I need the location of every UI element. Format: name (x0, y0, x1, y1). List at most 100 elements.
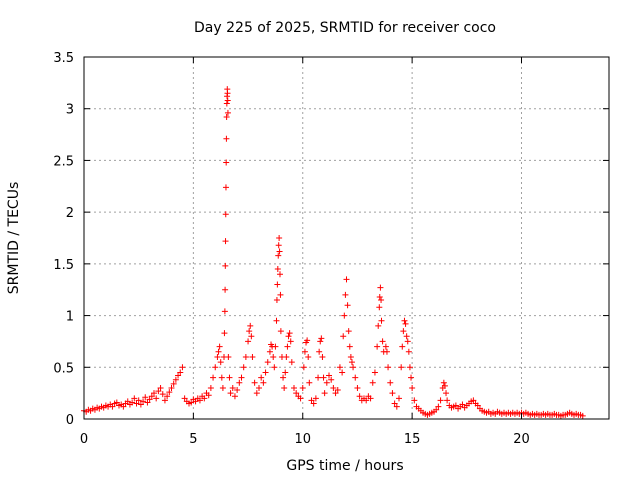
data-point (179, 364, 186, 371)
data-point (299, 384, 306, 391)
data-point (400, 328, 407, 335)
data-point (205, 392, 212, 399)
data-point (272, 343, 279, 350)
data-point (404, 338, 411, 345)
data-point (474, 402, 481, 409)
data-point (318, 335, 325, 342)
data-point (234, 387, 241, 394)
data-point (443, 390, 450, 397)
y-tick-label: 1 (66, 310, 74, 325)
data-point (226, 374, 233, 381)
data-point (275, 242, 282, 249)
data-point (344, 302, 351, 309)
data-point (249, 353, 256, 360)
data-point (277, 291, 284, 298)
data-point (319, 353, 326, 360)
x-tick-label: 10 (294, 432, 311, 447)
data-point (350, 364, 357, 371)
data-point (433, 406, 440, 413)
data-point (339, 369, 346, 376)
data-point (403, 333, 410, 340)
data-point (334, 387, 341, 394)
data-point (411, 397, 418, 404)
y-tick-label: 0.5 (53, 361, 74, 376)
data-point (222, 211, 229, 218)
data-point (247, 322, 254, 329)
data-point (175, 372, 182, 379)
data-point (579, 412, 586, 419)
data-point (288, 359, 295, 366)
data-point (399, 343, 406, 350)
data-point (315, 374, 322, 381)
data-point (440, 379, 447, 386)
data-point (301, 348, 308, 355)
data-point (217, 359, 224, 366)
data-point (441, 382, 448, 389)
data-point (352, 374, 359, 381)
data-point (405, 348, 412, 355)
data-point (332, 390, 339, 397)
data-point (385, 364, 392, 371)
data-point (215, 348, 222, 355)
data-point (131, 395, 138, 402)
x-tick-label: 20 (513, 432, 530, 447)
data-point (293, 390, 300, 397)
data-point (274, 266, 281, 273)
data-point (144, 399, 151, 406)
gridlines (84, 57, 609, 419)
data-point (222, 286, 229, 293)
data-point (140, 398, 147, 405)
data-point (273, 317, 280, 324)
data-point (300, 364, 307, 371)
data-point (258, 374, 265, 381)
data-point (393, 403, 400, 410)
data-point (219, 384, 226, 391)
data-point (216, 343, 223, 350)
data-point (275, 252, 282, 259)
x-tick-label: 0 (80, 432, 88, 447)
data-point (231, 393, 238, 400)
data-point (192, 398, 199, 405)
data-point (343, 276, 350, 283)
data-point (210, 374, 217, 381)
data-point (212, 364, 219, 371)
data-point (282, 369, 289, 376)
data-point (316, 348, 323, 355)
data-point (223, 100, 230, 107)
data-point (369, 379, 376, 386)
data-point (227, 390, 234, 397)
data-point (444, 397, 451, 404)
data-point (146, 396, 153, 403)
data-point (376, 304, 383, 311)
data-point (129, 399, 136, 406)
x-tick-label: 5 (189, 432, 197, 447)
data-point (264, 359, 271, 366)
data-point (224, 90, 231, 97)
data-point (310, 400, 317, 407)
data-point (320, 374, 327, 381)
data-point (317, 338, 324, 345)
data-point (437, 397, 444, 404)
data-point (225, 353, 232, 360)
data-point (120, 403, 127, 410)
data-point (161, 397, 168, 404)
data-point (148, 393, 155, 400)
data-point (336, 364, 343, 371)
data-point (256, 384, 262, 391)
data-point (297, 395, 304, 402)
x-tick-label: 15 (404, 432, 421, 447)
data-point (383, 348, 390, 355)
data-point (342, 291, 349, 298)
data-point (222, 238, 229, 245)
data-point (326, 372, 332, 379)
chart-title: Day 225 of 2025, SRMTID for receiver coc… (194, 20, 496, 36)
data-point (245, 338, 252, 345)
data-point (328, 376, 335, 383)
data-point (406, 364, 413, 371)
data-point (238, 374, 245, 381)
data-point (188, 399, 195, 406)
data-point (223, 113, 230, 120)
data-point (356, 393, 363, 400)
data-point (236, 379, 243, 386)
